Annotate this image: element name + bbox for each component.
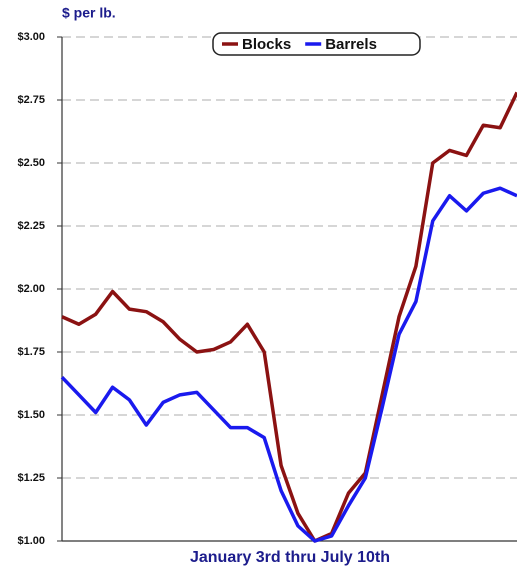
y-tick-label: $2.00	[17, 283, 45, 295]
y-axis-title: $ per lb.	[62, 5, 116, 21]
series-line	[61, 91, 517, 543]
y-tick-label: $2.25	[17, 220, 45, 232]
y-tick-label: $3.00	[17, 31, 45, 43]
grid	[62, 36, 517, 479]
y-tick-label: $1.00	[17, 535, 45, 547]
y-tick-label: $1.25	[17, 472, 45, 484]
legend-label: Barrels	[325, 36, 377, 53]
y-tick-label: $2.75	[17, 94, 45, 106]
y-tick-label: $2.50	[17, 157, 45, 169]
y-tick-label: $1.50	[17, 409, 45, 421]
y-tick-label: $1.75	[17, 346, 45, 358]
plot	[60, 91, 517, 543]
series-line	[60, 186, 517, 543]
legend-label: Blocks	[242, 36, 291, 53]
x-axis-title: January 3rd thru July 10th	[190, 549, 390, 566]
legend: Blocks Barrels	[212, 32, 421, 56]
